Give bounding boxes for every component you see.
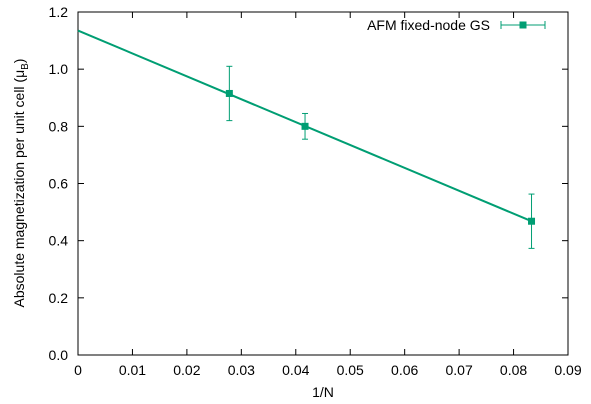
y-tick-label: 0.2 (49, 290, 69, 306)
data-point (225, 89, 233, 97)
x-tick-label: 0.09 (554, 362, 581, 378)
y-tick-label: 0.6 (49, 176, 69, 192)
y-tick-label: 1.0 (49, 61, 69, 77)
legend-label: AFM fixed-node GS (367, 17, 490, 33)
x-axis-title: 1/N (312, 384, 334, 400)
y-tick-label: 0.0 (49, 347, 69, 363)
y-axis-title-close: ) (11, 59, 27, 64)
y-tick-label: 0.4 (49, 233, 69, 249)
x-tick-label: 0.03 (228, 362, 255, 378)
legend-marker (519, 21, 527, 29)
data-point (301, 122, 309, 130)
y-axis-title: Absolute magnetization per unit cell (μB… (11, 59, 31, 308)
y-tick-label: 1.2 (49, 4, 69, 20)
x-tick-label: 0.08 (500, 362, 527, 378)
x-tick-label: 0.06 (391, 362, 418, 378)
plot-frame (77, 11, 569, 356)
y-axis-title-main: Absolute magnetization per unit cell (μ (11, 70, 27, 308)
x-tick-label: 0.02 (173, 362, 200, 378)
legend: AFM fixed-node GS (367, 17, 546, 33)
x-tick-label: 0 (74, 362, 82, 378)
x-tick-label: 0.05 (337, 362, 364, 378)
x-tick-label: 0.07 (445, 362, 472, 378)
x-axis-ticks: 0 0.01 0.02 0.03 0.04 0.05 0.06 0.07 0.08 0.09 (74, 12, 582, 378)
y-axis-title-subscript: B (20, 63, 31, 70)
series-layer (77, 29, 536, 249)
y-tick-label: 0.8 (49, 118, 69, 134)
x-tick-label: 0.01 (119, 362, 146, 378)
data-point (528, 217, 536, 225)
x-tick-label: 0.04 (282, 362, 309, 378)
y-axis-ticks: 0.0 0.2 0.4 0.6 0.8 1.0 1.2 (49, 4, 568, 363)
